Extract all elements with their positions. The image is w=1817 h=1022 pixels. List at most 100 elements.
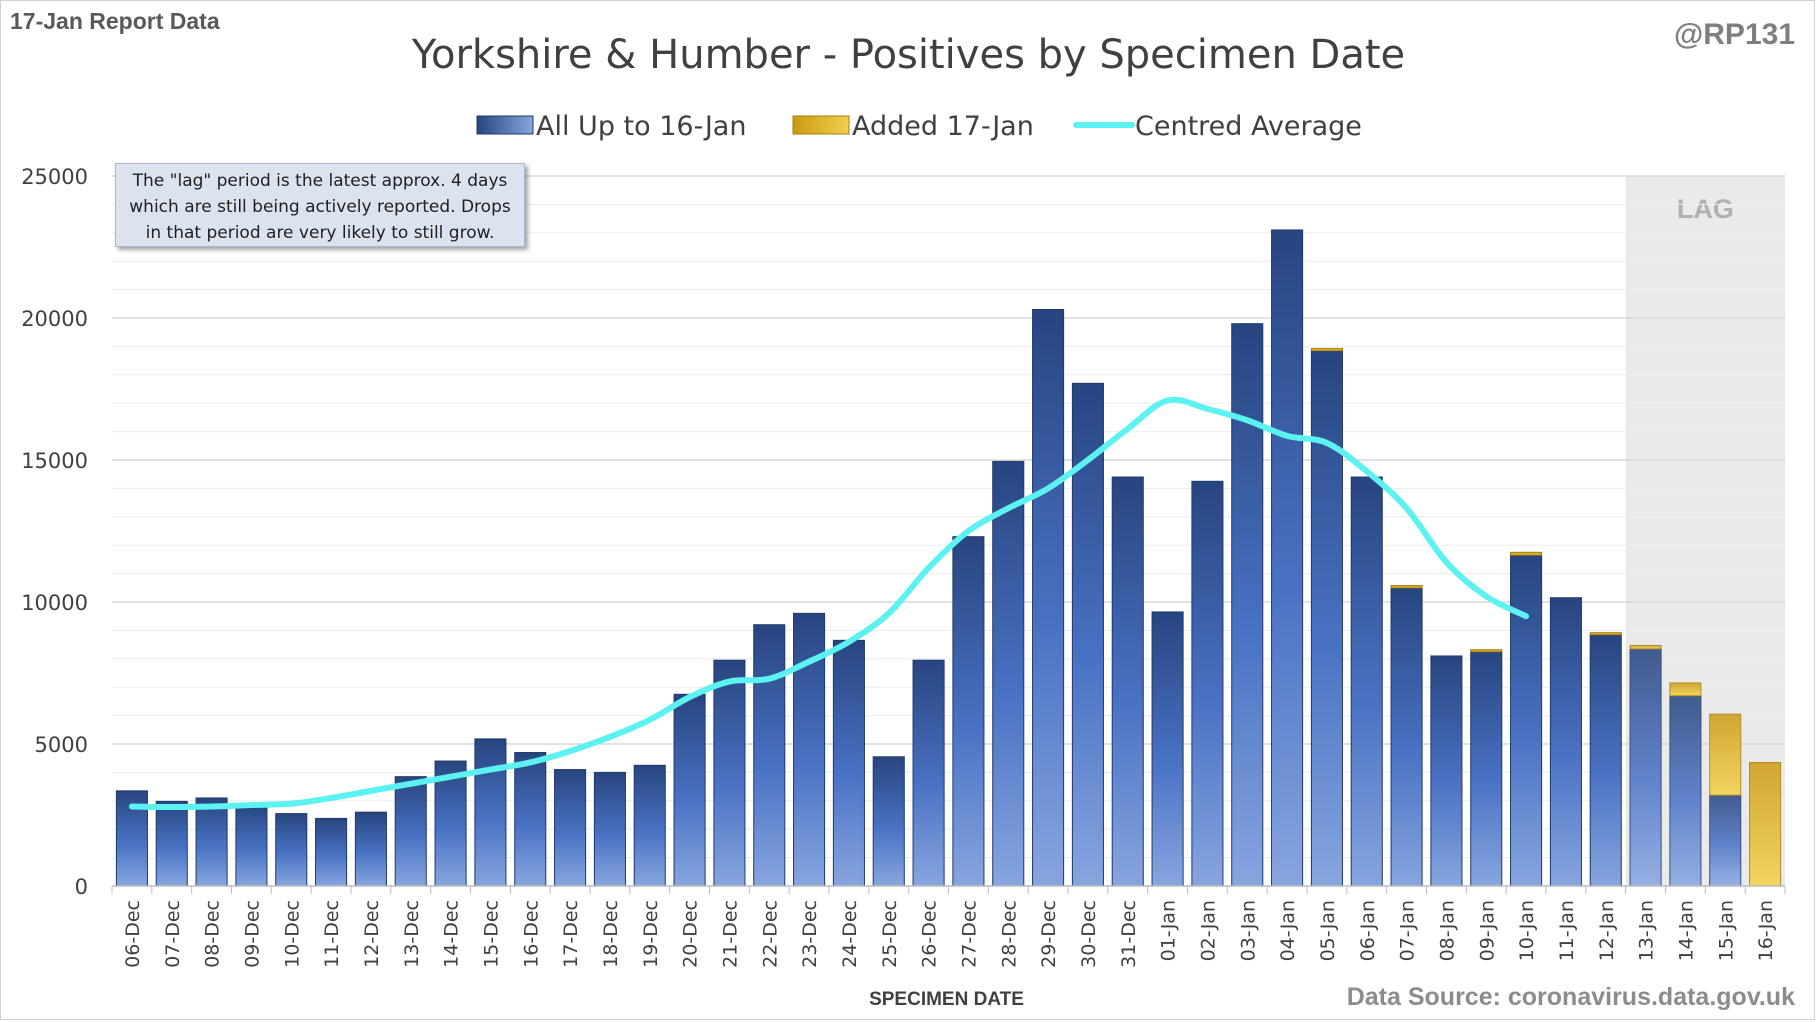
note-line: The "lag" period is the latest approx. 4… — [132, 171, 508, 191]
x-tick-label: 13-Jan — [1636, 900, 1658, 961]
x-tick-label: 24-Dec — [839, 900, 861, 968]
y-tick-label: 0 — [75, 875, 88, 899]
bar-all-up-to-16-jan — [394, 776, 427, 887]
x-tick-label: 03-Jan — [1237, 900, 1259, 961]
legend-swatch — [792, 115, 850, 135]
x-tick-label: 18-Dec — [600, 900, 622, 968]
bar-all-up-to-16-jan — [1191, 480, 1224, 887]
chart-title: Yorkshire & Humber - Positives by Specim… — [411, 32, 1406, 78]
x-tick-label: 28-Dec — [998, 900, 1020, 968]
y-tick-label: 25000 — [21, 165, 88, 189]
bar-all-up-to-16-jan — [1629, 648, 1662, 887]
axes: 0 5000 10000 15000 20000 25000 06-Dec 07-Dec 08-… — [21, 165, 1786, 1010]
bar-all-up-to-16-jan — [155, 800, 188, 887]
x-tick-label: 10-Jan — [1516, 900, 1538, 961]
legend-label: Added 17-Jan — [852, 111, 1034, 142]
x-tick-label: 19-Dec — [640, 900, 662, 968]
bar-all-up-to-16-jan — [1510, 554, 1543, 887]
bar-all-up-to-16-jan — [593, 771, 626, 887]
report-label: 17-Jan Report Data — [10, 8, 220, 34]
bar-all-up-to-16-jan — [1151, 611, 1184, 887]
y-tick-label: 10000 — [21, 591, 88, 615]
bar-all-up-to-16-jan — [275, 813, 308, 887]
bar-all-up-to-16-jan — [1470, 651, 1503, 887]
y-tick-label: 15000 — [21, 449, 88, 473]
bar-all-up-to-16-jan — [195, 797, 228, 887]
x-tick-label: 20-Dec — [680, 900, 702, 968]
y-tick-label: 20000 — [21, 307, 88, 331]
x-tick-label: 04-Jan — [1277, 900, 1299, 961]
x-tick-label: 22-Dec — [759, 900, 781, 968]
bar-added-17-jan — [1669, 682, 1702, 697]
data-source: Data Source: coronavirus.data.gov.uk — [1346, 983, 1795, 1011]
lag-label: LAG — [1677, 194, 1734, 224]
x-tick-label: 07-Jan — [1397, 900, 1419, 961]
bar-all-up-to-16-jan — [1390, 587, 1423, 887]
x-tick-label: 31-Dec — [1118, 900, 1140, 968]
x-tick-label: 13-Dec — [401, 900, 423, 968]
x-tick-label: 30-Dec — [1078, 900, 1100, 968]
bar-all-up-to-16-jan — [673, 693, 706, 887]
bar-all-up-to-16-jan — [832, 639, 865, 887]
x-tick-label: 10-Dec — [281, 900, 303, 968]
bar-all-up-to-16-jan — [1430, 655, 1463, 887]
x-tick-label: 17-Dec — [560, 900, 582, 968]
lag-note: The "lag" period is the latest approx. 4… — [115, 163, 525, 247]
bar-added-17-jan — [1709, 713, 1742, 796]
note-line: in that period are very likely to still … — [145, 223, 495, 243]
y-tick-label: 5000 — [35, 733, 88, 757]
x-tick-label: 06-Dec — [122, 900, 144, 968]
x-tick-label: 08-Dec — [202, 900, 224, 968]
x-tick-label: 15-Jan — [1715, 900, 1737, 961]
x-tick-label: 27-Dec — [958, 900, 980, 968]
bar-all-up-to-16-jan — [633, 764, 666, 887]
x-tick-label: 09-Dec — [241, 900, 263, 968]
bar-all-up-to-16-jan — [1589, 634, 1622, 887]
bar-added-17-jan — [1629, 644, 1662, 650]
x-tick-label: 02-Jan — [1197, 900, 1219, 961]
legend: All Up to 16-Jan Added 17-Jan Centred Aver… — [476, 111, 1362, 142]
bar-all-up-to-16-jan — [1271, 229, 1304, 887]
legend-swatch — [476, 115, 534, 135]
bar-all-up-to-16-jan — [872, 756, 905, 887]
x-tick-label: 26-Dec — [919, 900, 941, 968]
average-line — [128, 396, 1530, 811]
x-tick-label: 29-Dec — [1038, 900, 1060, 968]
x-tick-label: 09-Jan — [1476, 900, 1498, 961]
x-axis-title: SPECIMEN DATE — [869, 989, 1024, 1010]
bar-all-up-to-16-jan — [474, 738, 507, 887]
bar-all-up-to-16-jan — [434, 760, 467, 887]
author-handle: @RP131 — [1674, 18, 1795, 51]
x-tick-label: 16-Jan — [1755, 900, 1777, 961]
x-tick-label: 12-Jan — [1596, 900, 1618, 961]
x-tick-label: 14-Dec — [441, 900, 463, 968]
bar-all-up-to-16-jan — [514, 752, 547, 887]
bar-added-17-jan — [1589, 632, 1622, 636]
x-tick-label: 06-Jan — [1357, 900, 1379, 961]
bar-all-up-to-16-jan — [912, 659, 945, 887]
x-tick-label: 11-Dec — [321, 900, 343, 968]
bar-added-17-jan — [1510, 551, 1543, 556]
bar-added-17-jan — [1310, 347, 1343, 352]
bar-all-up-to-16-jan — [713, 659, 746, 887]
x-tick-label: 15-Dec — [480, 900, 502, 968]
x-tick-label: 11-Jan — [1556, 900, 1578, 961]
x-tick-label: 01-Jan — [1158, 900, 1180, 961]
bar-added-17-jan — [1749, 761, 1782, 887]
bar-added-17-jan — [1390, 585, 1423, 589]
bar-all-up-to-16-jan — [992, 460, 1025, 887]
bar-added-17-jan — [1470, 649, 1503, 653]
legend-label: Centred Average — [1135, 111, 1362, 142]
bar-all-up-to-16-jan — [1350, 476, 1383, 887]
bar-all-up-to-16-jan — [235, 804, 268, 887]
x-tick-label: 14-Jan — [1675, 900, 1697, 961]
bar-all-up-to-16-jan — [1111, 476, 1144, 887]
bar-all-up-to-16-jan — [1032, 308, 1065, 887]
bar-all-up-to-16-jan — [1549, 597, 1582, 887]
legend-label: All Up to 16-Jan — [536, 111, 746, 142]
lag-overlay — [1625, 176, 1785, 886]
bar-all-up-to-16-jan — [1669, 695, 1702, 887]
x-tick-label: 16-Dec — [520, 900, 542, 968]
x-tick-label: 12-Dec — [361, 900, 383, 968]
bar-all-up-to-16-jan — [315, 817, 348, 887]
